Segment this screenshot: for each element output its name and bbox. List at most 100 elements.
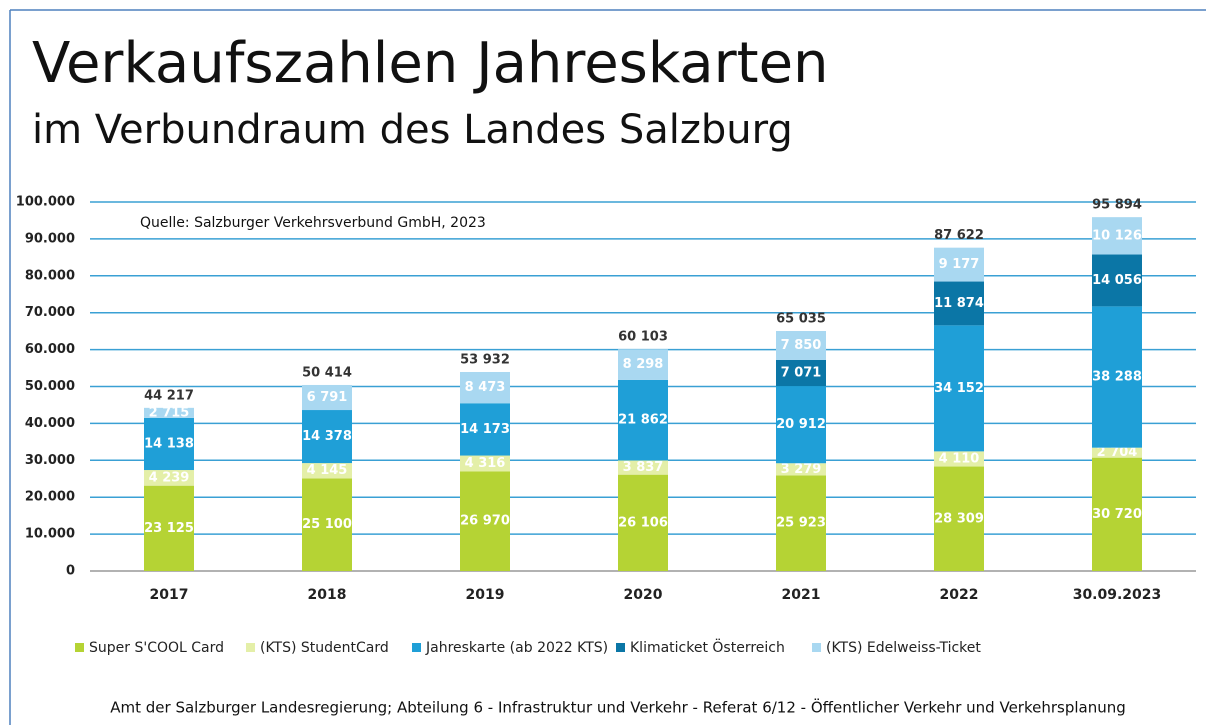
data-label: 26 970 [460,514,510,529]
legend-label: Super S'COOL Card [89,640,224,656]
subtitle: im Verbundraum des Landes Salzburg [32,107,793,153]
legend-label: Klimaticket Österreich [630,638,785,656]
data-label: 7 850 [781,338,822,353]
bar-segment [618,379,668,461]
data-label: 2 715 [149,405,190,420]
total-label: 60 103 [618,330,668,345]
y-tick-label: 20.000 [25,490,75,505]
x-tick-label: 30.09.2023 [1073,587,1162,603]
y-tick-label: 50.000 [25,379,75,394]
bar-segment [302,384,352,411]
data-label: 23 125 [144,521,194,536]
data-label: 14 378 [302,429,352,444]
legend-swatch [616,643,625,652]
legend-swatch [246,643,255,652]
x-tick-label: 2018 [308,587,347,603]
data-label: 14 056 [1092,273,1142,288]
y-tick-label: 70.000 [25,305,75,320]
legend-swatch [412,643,421,652]
data-label: 4 145 [307,463,348,478]
bar-segment [934,451,984,467]
data-label: 14 138 [144,436,194,451]
bar-segment [302,478,352,571]
data-label: 25 923 [776,516,826,531]
bar-segment [144,417,194,471]
y-tick-label: 0 [66,564,75,579]
legend-label: Jahreskarte (ab 2022 KTS) [425,640,608,656]
data-label: 21 862 [618,413,668,428]
data-label: 2 704 [1097,445,1138,460]
x-tick-label: 2022 [940,587,979,603]
x-tick-label: 2020 [624,587,663,603]
data-label: 6 791 [307,390,348,405]
legend-label: (KTS) Edelweiss-Ticket [826,640,981,656]
bar-segment [302,410,352,464]
bar-segment [1092,306,1142,448]
bar-segment [460,455,510,472]
data-label: 26 106 [618,515,668,530]
bar-segment [1092,447,1142,458]
bar-segment [144,485,194,571]
total-label: 53 932 [460,352,510,367]
bar-segment [144,470,194,486]
data-label: 8 298 [623,357,664,372]
bar-segment [618,349,668,380]
bar-segment [776,386,826,464]
y-tick-label: 80.000 [25,268,75,283]
bar-segment [934,247,984,282]
bar-segment [302,463,352,479]
legend-swatch [75,643,84,652]
legend-label: (KTS) StudentCard [260,640,389,656]
y-tick-label: 60.000 [25,342,75,357]
data-label: 11 874 [934,296,984,311]
data-label: 4 316 [465,456,506,471]
data-label: 3 837 [623,460,664,475]
bar-segment [1092,457,1142,571]
total-label: 95 894 [1092,198,1142,213]
x-tick-label: 2019 [466,587,505,603]
data-label: 20 912 [776,417,826,432]
data-label: 10 126 [1092,228,1142,243]
data-label: 28 309 [934,511,984,526]
y-tick-label: 90.000 [25,231,75,246]
bar-segment [934,281,984,326]
total-label: 50 414 [302,365,352,380]
source: Quelle: Salzburger Verkehrsverbund GmbH,… [140,215,486,231]
data-label: 34 152 [934,381,984,396]
bar-segment [144,407,194,418]
total-label: 65 035 [776,312,826,327]
data-label: 4 110 [939,451,980,466]
bar-segment [460,371,510,404]
data-label: 30 720 [1092,507,1142,522]
bar-segment [460,403,510,456]
y-tick-label: 30.000 [25,453,75,468]
y-tick-label: 10.000 [25,527,75,542]
data-label: 9 177 [939,257,980,272]
total-label: 44 217 [144,388,194,403]
bar-segment [1092,217,1142,255]
y-tick-label: 100.000 [16,195,75,210]
data-label: 38 288 [1092,370,1142,385]
data-label: 14 173 [460,422,510,437]
bar-segment [776,463,826,476]
x-tick-label: 2017 [150,587,189,603]
bar-segment [776,331,826,360]
bar-segment [460,471,510,571]
bar-segment [618,460,668,475]
data-label: 25 100 [302,517,352,532]
y-tick-label: 40.000 [25,416,75,431]
total-label: 87 622 [934,228,984,243]
bar-segment [618,474,668,571]
bar-segment [934,466,984,571]
data-label: 7 071 [781,366,822,381]
data-label: 4 239 [149,470,190,485]
data-label: 3 279 [781,462,822,477]
legend-swatch [812,643,821,652]
footer: Amt der Salzburger Landesregierung; Abte… [110,698,1126,717]
bar-segment [776,359,826,387]
data-label: 8 473 [465,380,506,395]
title: Verkaufszahlen Jahreskarten [32,31,829,96]
bar-segment [934,325,984,452]
x-tick-label: 2021 [782,587,821,603]
